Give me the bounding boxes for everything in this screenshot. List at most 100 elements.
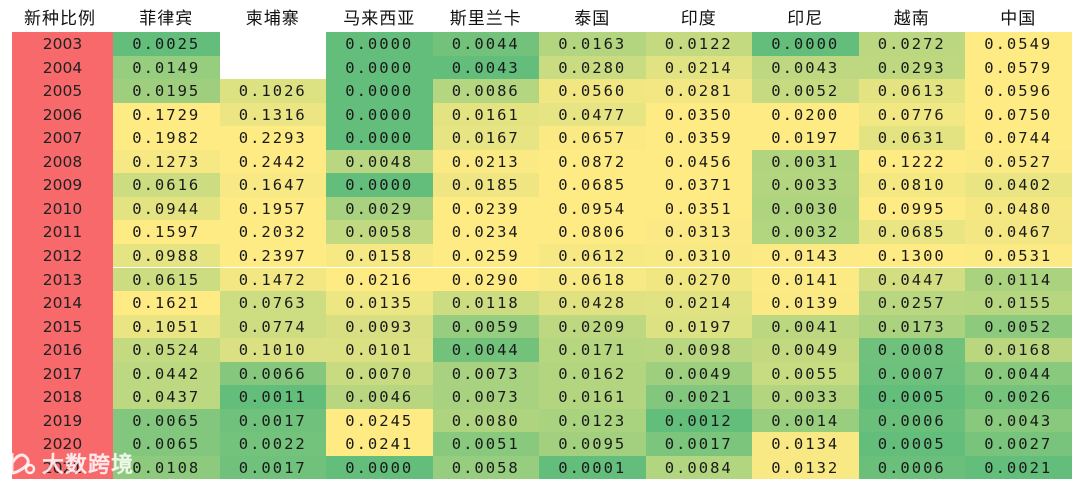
heatmap-cell: 0.0139 [752, 291, 859, 315]
heatmap-cell: 0.0026 [965, 385, 1072, 409]
heatmap-cell: 0.0044 [432, 32, 539, 56]
heatmap-cell: 0.0108 [113, 455, 220, 480]
heatmap-cell: 0.0214 [645, 55, 752, 80]
heatmap-cell: 0.0000 [752, 32, 859, 56]
heatmap-cell: 0.0000 [326, 455, 433, 480]
heatmap-cell: 0.0021 [965, 455, 1072, 480]
heatmap-cell: 0.0613 [858, 79, 965, 103]
heatmap-cell: 0.0750 [965, 102, 1072, 127]
heatmap-cell: 0.0031 [752, 149, 859, 174]
heatmap-cell: 0.0032 [752, 220, 859, 244]
heatmap-cell: 0.0058 [326, 220, 433, 244]
heatmap-cell: 0.0086 [432, 79, 539, 103]
column-header: 印尼 [787, 9, 824, 29]
heatmap-cell: 0.0371 [645, 173, 752, 197]
heatmap-cell: 0.0073 [432, 385, 539, 409]
column-header: 越南 [893, 9, 930, 29]
heatmap-cell: 0.0167 [432, 126, 539, 150]
heatmap-cell: 0.0005 [858, 432, 965, 456]
heatmap-cell: 0.0596 [965, 79, 1072, 103]
heatmap-cell: 0.1597 [113, 220, 220, 244]
heatmap-cell: 0.0114 [965, 267, 1072, 291]
heatmap-cell: 0.0616 [113, 173, 220, 197]
heatmap-cell: 0.0245 [326, 408, 433, 433]
heatmap-cell: 0.0073 [432, 361, 539, 386]
row-label-year: 2005 [12, 79, 113, 103]
heatmap-cell: 0.1729 [113, 102, 220, 127]
heatmap-cell: 0.1957 [219, 196, 326, 221]
heatmap-cell: 0.0049 [752, 338, 859, 362]
heatmap-cell: 0.1222 [858, 149, 965, 174]
heatmap-cell: 0.2442 [219, 149, 326, 174]
heatmap-cell: 0.0051 [432, 432, 539, 456]
row-label-year: 2007 [12, 126, 113, 150]
heatmap-cell: 0.2397 [219, 243, 326, 268]
heatmap-cell: 0.0524 [113, 338, 220, 362]
heatmap-cell: 0.0008 [858, 338, 965, 362]
heatmap-cell: 0.0437 [113, 385, 220, 409]
heatmap-cell: 0.0402 [965, 173, 1072, 197]
heatmap-cell: 0.0214 [645, 291, 752, 315]
heatmap-cell: 0.0281 [645, 79, 752, 103]
heatmap-cell: 0.0000 [326, 102, 433, 127]
heatmap-cell: 0.1647 [219, 173, 326, 197]
heatmap-cell: 0.0070 [326, 361, 433, 386]
heatmap-cell: 0.0163 [539, 32, 646, 56]
heatmap-cell: 0.0954 [539, 196, 646, 221]
column-header: 菲律宾 [139, 9, 194, 29]
heatmap-cell: 0.0066 [219, 361, 326, 386]
heatmap-cell: 0.0185 [432, 173, 539, 197]
heatmap-cell: 0.0351 [645, 196, 752, 221]
heatmap-cell: 0.0359 [645, 126, 752, 150]
heatmap-cell: 0.0155 [965, 291, 1072, 315]
row-label-year: 2012 [12, 243, 113, 268]
heatmap-cell: 0.1010 [219, 338, 326, 362]
heatmap-cell: 0.0293 [858, 55, 965, 80]
heatmap-cell: 0.0428 [539, 291, 646, 315]
heatmap-cell: 0.1026 [219, 79, 326, 103]
heatmap-cell: 0.0095 [539, 432, 646, 456]
heatmap-cell: 0.0272 [858, 32, 965, 56]
heatmap-cell: 0.0123 [539, 408, 646, 433]
heatmap-cell: 0.0477 [539, 102, 646, 127]
heatmap-cell: 0.0257 [858, 291, 965, 315]
heatmap-cell: 0.0149 [113, 55, 220, 80]
heatmap-cell: 0.0239 [432, 196, 539, 221]
heatmap-cell: 0.0049 [645, 361, 752, 386]
heatmap-cell: 0.0776 [858, 102, 965, 127]
heatmap-cell: 0.0012 [645, 408, 752, 433]
heatmap-cell: 0.0000 [326, 32, 433, 56]
heatmap-cell: 0.0685 [539, 173, 646, 197]
heatmap-cell: 0.0022 [219, 432, 326, 456]
row-label-year: 2004 [12, 55, 113, 80]
heatmap-cell: 0.0065 [113, 408, 220, 433]
heatmap-cell: 0.0209 [539, 314, 646, 339]
heatmap-cell: 0.0685 [858, 220, 965, 244]
heatmap-cell: 0.0310 [645, 243, 752, 268]
heatmap-cell: 0.0241 [326, 432, 433, 456]
heatmap-cell: 0.0059 [432, 314, 539, 339]
heatmap-cell: 0.0527 [965, 149, 1072, 174]
heatmap-cell: 0.0158 [326, 243, 433, 268]
heatmap-cell: 0.0044 [965, 361, 1072, 386]
heatmap-cell: 0.0988 [113, 243, 220, 268]
row-label-year: 2009 [12, 173, 113, 197]
heatmap-cell: 0.0213 [432, 149, 539, 174]
heatmap-cell: 0.0084 [645, 455, 752, 480]
heatmap-cell: 0.0065 [113, 432, 220, 456]
heatmap-cell: 0.0033 [752, 173, 859, 197]
row-label-year: 2003 [12, 32, 113, 56]
heatmap-cell: 0.1982 [113, 126, 220, 150]
heatmap-cell: 0.0122 [645, 32, 752, 56]
heatmap-cell: 0.0000 [326, 55, 433, 80]
heatmap-cell: 0.0280 [539, 55, 646, 80]
heatmap-cell: 0.0021 [645, 385, 752, 409]
heatmap-cell: 0.0456 [645, 149, 752, 174]
heatmap-cell: 0.0017 [219, 408, 326, 433]
heatmap-cell: 0.0044 [432, 338, 539, 362]
heatmap-cell: 0.0043 [752, 55, 859, 80]
heatmap-cell: 0.0197 [645, 314, 752, 339]
heatmap-cell: 0.0531 [965, 243, 1072, 268]
heatmap-cell: 0.0080 [432, 408, 539, 433]
heatmap-cell: 0.0011 [219, 385, 326, 409]
